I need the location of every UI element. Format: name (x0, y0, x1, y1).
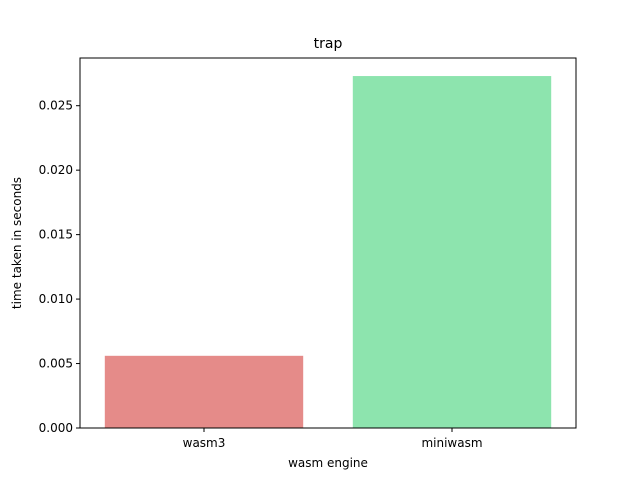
y-tick-label: 0.015 (39, 228, 73, 242)
x-axis-label: wasm engine (288, 456, 368, 470)
bar-wasm3 (104, 355, 304, 428)
chart-title: trap (314, 36, 343, 52)
y-tick-label: 0.010 (39, 292, 73, 306)
y-axis: 0.000 0.005 0.010 0.015 0.020 0.025 (39, 99, 80, 435)
plot-frame (79, 57, 577, 429)
y-axis-label: time taken in seconds (10, 177, 24, 309)
y-tick-label: 0.025 (39, 99, 73, 113)
x-tick-label-wasm3: wasm3 (183, 436, 226, 450)
y-tick-label: 0.020 (39, 163, 73, 177)
bar-miniwasm (352, 76, 552, 429)
x-axis: wasm3 miniwasm (183, 428, 483, 450)
x-tick-label-miniwasm: miniwasm (421, 436, 482, 450)
y-tick-label: 0.000 (39, 421, 73, 435)
bars-group (104, 76, 552, 429)
y-tick-label: 0.005 (39, 357, 73, 371)
